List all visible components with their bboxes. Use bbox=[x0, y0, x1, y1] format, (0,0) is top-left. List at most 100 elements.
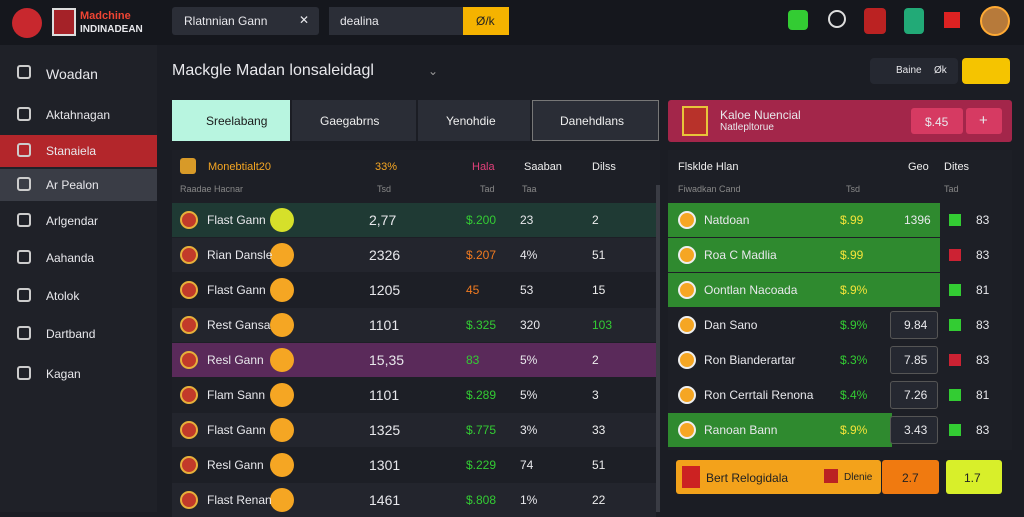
nav-item[interactable]: Atolok bbox=[46, 289, 80, 303]
odd-box-1[interactable] bbox=[882, 460, 939, 494]
nav-item[interactable]: Aktahnagan bbox=[46, 108, 111, 122]
nav-item[interactable]: Woadan bbox=[46, 66, 98, 82]
search-button[interactable] bbox=[463, 7, 509, 35]
table-row[interactable] bbox=[172, 203, 656, 237]
tab[interactable] bbox=[292, 100, 416, 141]
odds: 1396 bbox=[904, 213, 931, 227]
team-name: Ron Cerrtali Renona bbox=[704, 388, 814, 402]
stat: 3% bbox=[520, 423, 538, 437]
bottom-icon bbox=[824, 469, 838, 483]
odd-box[interactable] bbox=[890, 416, 938, 444]
tab[interactable] bbox=[532, 100, 659, 141]
search-box-2[interactable] bbox=[329, 7, 465, 35]
column-header: Geo bbox=[908, 161, 929, 173]
team-name: Flast Gann bbox=[207, 213, 266, 227]
team-badge bbox=[180, 351, 198, 369]
table-row[interactable] bbox=[172, 343, 656, 377]
feature-plus-box[interactable] bbox=[966, 108, 1002, 134]
action-box[interactable] bbox=[870, 58, 958, 84]
table-row[interactable] bbox=[172, 378, 656, 412]
action-button[interactable] bbox=[962, 58, 1010, 84]
icon[interactable] bbox=[828, 10, 846, 28]
odds: 1101 bbox=[369, 317, 400, 333]
table-row[interactable] bbox=[172, 308, 656, 342]
nav-item[interactable]: Aahanda bbox=[46, 251, 95, 265]
search-button-label: Ø/k bbox=[476, 14, 495, 28]
team-badge bbox=[180, 491, 198, 509]
odds: 15,35 bbox=[369, 352, 405, 368]
odd-box[interactable] bbox=[890, 381, 938, 409]
nav-icon bbox=[17, 143, 31, 157]
stat: 1% bbox=[520, 493, 538, 507]
nav-item[interactable]: Kagan bbox=[46, 367, 81, 381]
top-bar bbox=[0, 0, 1024, 45]
logo-bottom: INDINADEAN bbox=[80, 24, 143, 35]
odds: 9.84 bbox=[904, 318, 928, 332]
nav-icon bbox=[17, 213, 31, 227]
team-name: Oontlan Nacoada bbox=[704, 283, 798, 297]
odd-box[interactable] bbox=[890, 311, 938, 339]
price: $.289 bbox=[466, 388, 497, 402]
odds: 2326 bbox=[369, 247, 401, 263]
grid-icon bbox=[949, 319, 961, 331]
status-dot bbox=[270, 208, 294, 232]
table-row[interactable] bbox=[172, 413, 656, 447]
feature-subtitle: Natlepltorue bbox=[720, 122, 774, 133]
team-badge bbox=[180, 211, 198, 229]
odds: 3.43 bbox=[904, 423, 928, 437]
nav-item[interactable]: Dartband bbox=[46, 327, 96, 341]
team-name: Flast Gann bbox=[207, 283, 266, 297]
icon[interactable] bbox=[904, 8, 924, 34]
grid-icon bbox=[949, 354, 961, 366]
highlight-row[interactable] bbox=[668, 203, 940, 237]
status-dot bbox=[270, 453, 294, 477]
status-dot bbox=[270, 348, 294, 372]
icon[interactable] bbox=[788, 10, 808, 30]
odds: 1101 bbox=[369, 387, 400, 403]
search-box[interactable] bbox=[172, 7, 319, 35]
odd-box-2[interactable] bbox=[946, 460, 1002, 494]
highlight-row[interactable] bbox=[668, 238, 940, 272]
bottom-name: Bert Relogidala bbox=[706, 471, 789, 485]
tab[interactable] bbox=[172, 100, 290, 141]
icon[interactable] bbox=[864, 8, 886, 34]
highlight-row[interactable] bbox=[668, 273, 940, 307]
bottom-card[interactable] bbox=[676, 460, 881, 494]
grid-icon bbox=[949, 424, 961, 436]
nav-item[interactable]: Stanaiela bbox=[46, 144, 97, 158]
highlight-row[interactable] bbox=[668, 413, 892, 447]
dropdown[interactable]: ⌄ bbox=[428, 64, 439, 78]
odds: 1301 bbox=[369, 457, 401, 473]
bottom-badge bbox=[682, 466, 700, 488]
column-header: Dites bbox=[944, 161, 970, 173]
tab[interactable] bbox=[418, 100, 530, 141]
nav-item[interactable]: Arlgendar bbox=[46, 214, 99, 228]
price: $.775 bbox=[466, 423, 497, 437]
grid-icon bbox=[949, 249, 961, 261]
status-dot bbox=[270, 313, 294, 337]
nav-item[interactable]: Ar Pealon bbox=[46, 178, 99, 192]
tab-label: Danehdlans bbox=[560, 114, 625, 128]
icon[interactable] bbox=[944, 12, 960, 28]
table-row[interactable] bbox=[172, 273, 656, 307]
action-1: Baine bbox=[896, 65, 922, 76]
search-clear[interactable]: ✕ bbox=[299, 13, 310, 27]
grid-icon bbox=[949, 284, 961, 296]
logo-icon bbox=[12, 8, 42, 38]
table-row[interactable] bbox=[172, 448, 656, 482]
feature-price-box[interactable] bbox=[911, 108, 963, 134]
table-row[interactable] bbox=[172, 483, 656, 517]
stat: 74 bbox=[520, 458, 534, 472]
logo-top: Madchine bbox=[80, 10, 131, 22]
odd-box[interactable] bbox=[890, 346, 938, 374]
status-dot bbox=[270, 383, 294, 407]
column-header: 33% bbox=[375, 161, 398, 173]
odds: 7.85 bbox=[904, 353, 928, 367]
feature-price: $.45 bbox=[925, 115, 949, 129]
count: 83 bbox=[976, 353, 990, 367]
table-row[interactable] bbox=[172, 238, 656, 272]
column-subheader: Raadae Hacnar bbox=[180, 184, 244, 194]
avatar[interactable] bbox=[980, 6, 1010, 36]
price: $.808 bbox=[466, 493, 497, 507]
